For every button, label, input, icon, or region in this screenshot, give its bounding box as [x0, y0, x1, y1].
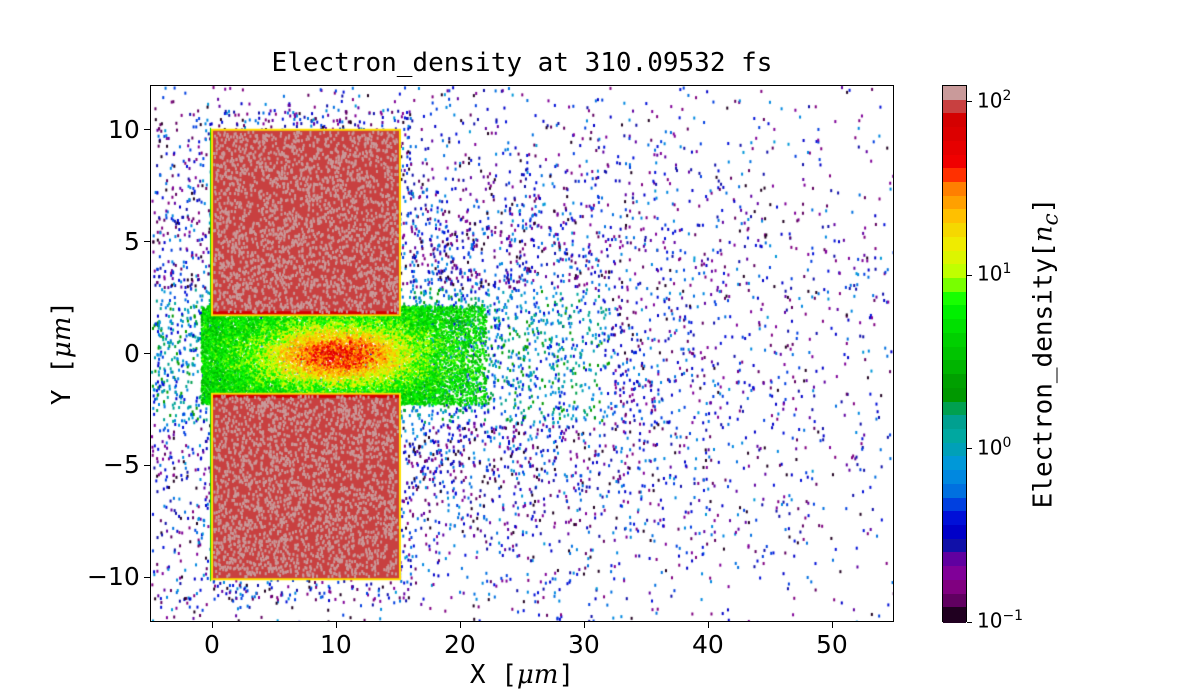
colorbar-level: [943, 456, 966, 472]
x-tick: [335, 622, 337, 628]
chart-title: Electron_density at 310.09532 fs: [271, 48, 773, 78]
colorbar-level: [943, 346, 966, 362]
colorbar-level: [943, 154, 966, 170]
y-label-suffix: ]: [47, 300, 77, 317]
y-tick: [144, 241, 150, 243]
x-label-unit: μm: [516, 660, 559, 690]
y-tick-label: 5: [124, 226, 140, 256]
colorbar-tick: [967, 448, 972, 450]
colorbar-level: [943, 579, 966, 596]
colorbar-level: [943, 483, 966, 500]
colorbar-level: [943, 127, 966, 143]
x-tick-label: 40: [692, 630, 724, 659]
x-tick-label: 50: [816, 630, 848, 659]
x-axis-label: X [μm]: [150, 660, 894, 690]
x-tick-label: 10: [320, 630, 352, 659]
x-label-prefix: X [: [469, 660, 517, 690]
y-tick: [144, 576, 150, 578]
x-tick-label: 0: [204, 630, 220, 659]
colorbar-level: [943, 291, 966, 308]
colorbar-level: [943, 278, 966, 294]
colorbar-tick-label: 102: [977, 88, 1011, 113]
colorbar-tick-label: 100: [977, 435, 1011, 460]
x-tick: [459, 622, 461, 628]
y-tick: [144, 353, 150, 354]
colorbar-label: Electron_density[nc]: [1028, 198, 1063, 509]
x-tick: [707, 622, 709, 628]
colorbar-level: [943, 511, 966, 527]
y-tick-label: −5: [103, 450, 140, 480]
colorbar-tick-label: 101: [977, 261, 1011, 286]
x-tick: [583, 622, 585, 628]
colorbar-level: [943, 401, 966, 417]
colorbar-level: [943, 524, 966, 541]
colorbar-level: [943, 497, 966, 513]
cb-label-var: n: [1028, 225, 1059, 243]
colorbar-tick: [967, 101, 972, 103]
colorbar-level: [943, 566, 966, 582]
tick-base: 10: [977, 88, 1003, 113]
y-tick: [144, 129, 150, 131]
tick-base: 10: [977, 608, 1003, 633]
colorbar-level: [943, 140, 966, 157]
colorbar-level: [943, 250, 966, 266]
y-tick-label: 10: [108, 114, 140, 144]
y-tick-label: −10: [87, 562, 140, 592]
colorbar-level: [943, 593, 966, 609]
cb-label-sub: c: [1038, 213, 1064, 226]
colorbar-level: [943, 209, 966, 225]
x-tick: [831, 622, 833, 628]
colorbar-level: [943, 305, 966, 321]
colorbar-level: [943, 99, 966, 116]
colorbar-level: [943, 223, 966, 239]
colorbar: [942, 85, 967, 623]
colorbar-level: [943, 264, 966, 280]
colorbar-level: [943, 374, 966, 390]
colorbar-level: [943, 470, 966, 486]
colorbar-level: [943, 168, 966, 184]
y-tick: [144, 464, 150, 466]
x-label-suffix: ]: [558, 660, 575, 690]
plot-area: [150, 85, 894, 622]
colorbar-tick: [967, 621, 972, 623]
colorbar-level: [943, 86, 966, 102]
colorbar-level: [943, 552, 966, 568]
y-label-prefix: Y [: [47, 358, 77, 406]
colorbar-tick-label: 10−1: [977, 608, 1023, 633]
tick-exponent: 1: [1002, 261, 1012, 278]
colorbar-level: [943, 113, 966, 129]
tick-exponent: 2: [1002, 87, 1012, 104]
colorbar-level: [943, 360, 966, 376]
x-tick-label: 20: [444, 630, 476, 659]
colorbar-tick: [967, 274, 972, 276]
x-tick-label: 30: [568, 630, 600, 659]
tick-exponent: 0: [1002, 434, 1012, 451]
tick-base: 10: [977, 261, 1003, 286]
colorbar-level: [943, 442, 966, 458]
cb-label-suffix: ]: [1028, 197, 1059, 214]
colorbar-level: [943, 607, 966, 623]
colorbar-level: [943, 387, 966, 404]
colorbar-level: [943, 415, 966, 431]
y-axis-label: Y [μm]: [47, 301, 77, 405]
x-tick: [211, 622, 213, 628]
y-tick-label: 0: [124, 338, 140, 368]
tick-exponent: −1: [1002, 608, 1024, 624]
colorbar-level: [943, 538, 966, 554]
colorbar-level: [943, 236, 966, 253]
tick-base: 10: [977, 435, 1003, 460]
colorbar-level: [943, 319, 966, 335]
colorbar-level: [943, 332, 966, 349]
y-label-unit: μm: [47, 316, 77, 359]
density-heatmap: [151, 86, 893, 621]
colorbar-level: [943, 428, 966, 445]
cb-label-prefix: Electron_density[: [1028, 242, 1059, 509]
colorbar-level: [943, 182, 966, 198]
colorbar-level: [943, 195, 966, 212]
